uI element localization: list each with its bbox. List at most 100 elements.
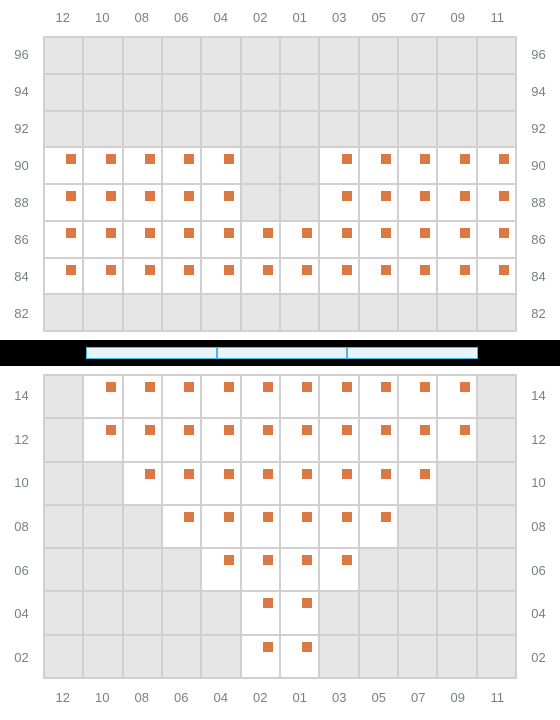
seat-cell[interactable]	[437, 418, 476, 461]
seat-cell[interactable]	[319, 258, 358, 295]
seat-cell[interactable]	[83, 375, 122, 418]
seat-cell	[83, 294, 122, 331]
seat-cell[interactable]	[123, 375, 162, 418]
seat-cell[interactable]	[201, 548, 240, 591]
seat-marker	[381, 228, 391, 238]
seat-cell[interactable]	[280, 418, 319, 461]
seat-cell	[398, 294, 437, 331]
seat-cell[interactable]	[359, 147, 398, 184]
seat-cell[interactable]	[123, 184, 162, 221]
seat-cell[interactable]	[319, 462, 358, 505]
seat-cell[interactable]	[44, 258, 83, 295]
seat-cell	[83, 462, 122, 505]
seat-cell[interactable]	[319, 221, 358, 258]
seat-cell[interactable]	[241, 418, 280, 461]
seat-cell[interactable]	[280, 258, 319, 295]
seat-cell[interactable]	[201, 147, 240, 184]
seat-cell[interactable]	[201, 505, 240, 548]
seat-cell[interactable]	[280, 505, 319, 548]
seat-marker	[381, 265, 391, 275]
seat-cell[interactable]	[359, 462, 398, 505]
seat-cell[interactable]	[162, 462, 201, 505]
seat-cell	[477, 111, 516, 148]
seat-cell[interactable]	[319, 184, 358, 221]
seat-cell[interactable]	[437, 221, 476, 258]
seat-cell[interactable]	[44, 221, 83, 258]
seat-cell[interactable]	[477, 184, 516, 221]
seat-cell[interactable]	[359, 258, 398, 295]
seat-marker	[184, 228, 194, 238]
seat-cell	[123, 74, 162, 111]
seat-cell[interactable]	[162, 147, 201, 184]
seat-cell[interactable]	[359, 505, 398, 548]
seat-cell[interactable]	[162, 505, 201, 548]
seat-cell[interactable]	[398, 462, 437, 505]
seat-cell[interactable]	[319, 505, 358, 548]
seat-cell[interactable]	[319, 375, 358, 418]
seat-cell[interactable]	[437, 184, 476, 221]
seat-cell[interactable]	[83, 184, 122, 221]
seat-cell[interactable]	[398, 418, 437, 461]
seat-cell[interactable]	[398, 147, 437, 184]
seat-cell[interactable]	[241, 375, 280, 418]
seat-cell[interactable]	[123, 418, 162, 461]
seat-cell[interactable]	[241, 462, 280, 505]
seat-cell[interactable]	[162, 221, 201, 258]
stage-segment	[217, 347, 348, 359]
seat-cell[interactable]	[241, 591, 280, 634]
seat-cell[interactable]	[201, 258, 240, 295]
row-label: 94	[517, 73, 560, 110]
seat-cell[interactable]	[280, 591, 319, 634]
seat-cell[interactable]	[398, 184, 437, 221]
seat-cell[interactable]	[83, 147, 122, 184]
seat-cell[interactable]	[280, 462, 319, 505]
seat-cell[interactable]	[83, 418, 122, 461]
seat-cell[interactable]	[241, 221, 280, 258]
seat-cell[interactable]	[398, 221, 437, 258]
seat-cell[interactable]	[162, 184, 201, 221]
seat-cell[interactable]	[241, 635, 280, 678]
seat-cell[interactable]	[319, 548, 358, 591]
seat-cell[interactable]	[241, 258, 280, 295]
seat-cell	[477, 635, 516, 678]
seat-cell[interactable]	[280, 635, 319, 678]
seat-cell[interactable]	[280, 375, 319, 418]
seat-cell[interactable]	[359, 221, 398, 258]
seat-marker	[460, 191, 470, 201]
seat-cell[interactable]	[241, 505, 280, 548]
seat-cell[interactable]	[241, 548, 280, 591]
seat-cell	[437, 37, 476, 74]
seat-cell[interactable]	[162, 418, 201, 461]
seat-cell[interactable]	[83, 221, 122, 258]
seat-cell[interactable]	[398, 258, 437, 295]
seat-cell[interactable]	[280, 548, 319, 591]
seat-cell[interactable]	[319, 418, 358, 461]
seat-cell[interactable]	[477, 147, 516, 184]
seat-cell[interactable]	[359, 375, 398, 418]
seat-cell[interactable]	[44, 147, 83, 184]
seat-cell[interactable]	[437, 375, 476, 418]
seat-cell[interactable]	[477, 258, 516, 295]
seat-cell[interactable]	[44, 184, 83, 221]
seat-cell[interactable]	[398, 375, 437, 418]
seat-cell[interactable]	[123, 462, 162, 505]
seat-cell[interactable]	[123, 258, 162, 295]
seat-cell[interactable]	[162, 258, 201, 295]
seat-cell[interactable]	[123, 147, 162, 184]
seat-cell[interactable]	[201, 462, 240, 505]
column-label: 02	[241, 10, 281, 25]
seat-cell[interactable]	[437, 258, 476, 295]
seat-cell[interactable]	[162, 375, 201, 418]
seat-cell[interactable]	[359, 184, 398, 221]
seat-cell[interactable]	[437, 147, 476, 184]
seat-cell[interactable]	[83, 258, 122, 295]
seat-cell[interactable]	[280, 221, 319, 258]
seat-cell[interactable]	[201, 221, 240, 258]
seat-cell[interactable]	[201, 375, 240, 418]
seat-cell[interactable]	[319, 147, 358, 184]
seat-cell[interactable]	[359, 418, 398, 461]
seat-cell[interactable]	[201, 184, 240, 221]
seat-cell[interactable]	[201, 418, 240, 461]
seat-cell[interactable]	[123, 221, 162, 258]
seat-cell[interactable]	[477, 221, 516, 258]
